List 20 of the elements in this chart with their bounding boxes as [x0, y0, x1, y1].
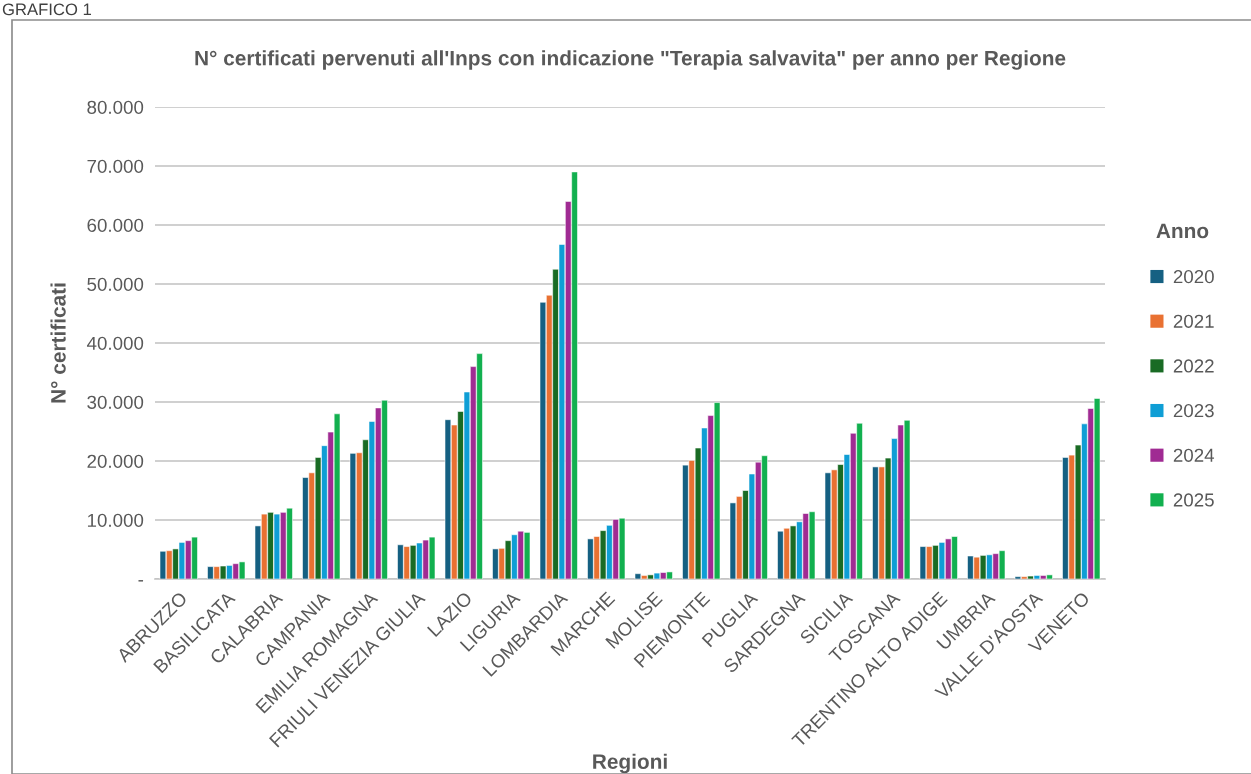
y-tick-label: - [138, 580, 144, 582]
legend-label: 2025 [1173, 493, 1214, 507]
text: GRAFICO 1 [2, 3, 92, 16]
legend-label: 2022 [1173, 359, 1214, 373]
y-tick-label: 80.000 [87, 100, 144, 114]
y-axis-title: N° certificati [50, 283, 66, 403]
y-tick-label: 40.000 [86, 336, 144, 350]
y-tick-label: 30.000 [87, 395, 144, 409]
x-axis-title: Regioni [593, 753, 667, 774]
y-tick-label: 10.000 [87, 513, 144, 527]
legend-label: 2023 [1173, 403, 1214, 418]
y-tick-label: 60.000 [87, 218, 144, 232]
y-tick-label: 70.000 [87, 159, 144, 173]
y-tick-label: 50.000 [87, 277, 144, 291]
legend-label: 2021 [1173, 314, 1214, 328]
legend-label: 2024 [1173, 448, 1215, 462]
legend-title: Anno [1156, 223, 1209, 239]
legend-label: 2020 [1173, 269, 1214, 284]
chart-title: N° certificati pervenuti all'Inps con indicazione "Terapia salvavita" per anno per Regione [195, 50, 1066, 70]
y-tick-label: 20.000 [87, 454, 144, 468]
